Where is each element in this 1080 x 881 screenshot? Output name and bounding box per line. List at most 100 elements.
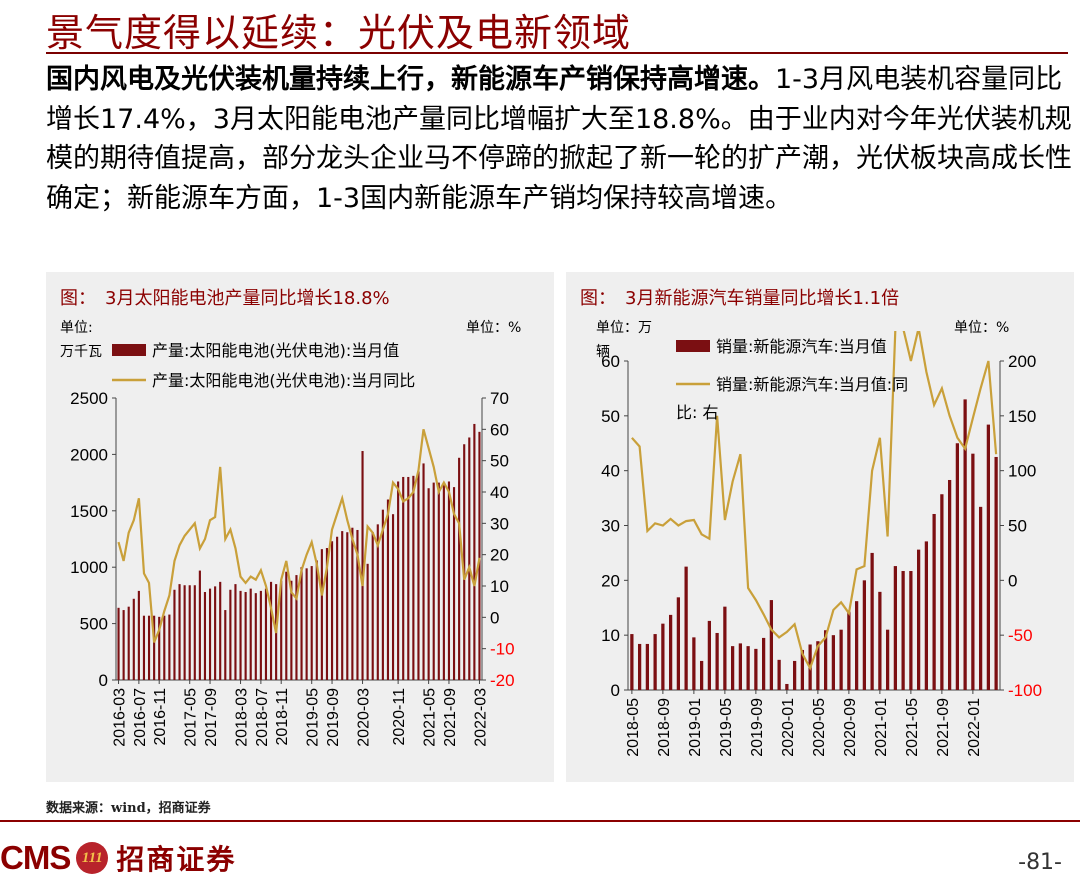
left-tick-label: 40: [601, 462, 620, 481]
bar: [437, 482, 440, 680]
bar: [269, 581, 273, 680]
bar: [320, 549, 323, 680]
bar: [963, 399, 967, 690]
bar: [336, 536, 339, 680]
bar: [668, 614, 673, 690]
bar: [422, 463, 425, 680]
bar: [940, 494, 944, 690]
series-line: [117, 429, 481, 643]
x-tick-label: 2021-09: [935, 698, 952, 757]
bar: [183, 585, 186, 680]
x-tick-label: 2019-09: [749, 698, 766, 757]
right-tick-label: -10: [490, 640, 515, 659]
right-tick-label: 0: [1008, 571, 1017, 590]
bar: [932, 513, 936, 690]
left-tick-label: 1000: [70, 558, 108, 577]
bar: [193, 585, 196, 680]
right-tick-label: 150: [1008, 407, 1036, 426]
bar: [310, 566, 313, 680]
bar: [478, 431, 481, 680]
bar: [147, 615, 151, 680]
bar: [971, 453, 975, 690]
x-tick-label: 2021-09: [442, 688, 459, 747]
bar: [412, 475, 415, 680]
x-tick-label: 2019-05: [718, 698, 735, 757]
bar: [198, 570, 201, 680]
bar: [769, 600, 774, 690]
bar: [447, 481, 451, 680]
bar: [823, 630, 828, 690]
bar: [361, 451, 364, 680]
bar: [137, 590, 140, 680]
left-tick-label: 10: [601, 626, 620, 645]
x-tick-label: 2016-03: [112, 688, 129, 747]
bar: [300, 567, 303, 680]
left-tick-label: 0: [99, 671, 108, 690]
bar: [754, 648, 758, 690]
bar: [142, 615, 146, 680]
bar: [785, 683, 789, 690]
right-tick-label: 40: [490, 483, 509, 502]
right-tick-label: -50: [1008, 626, 1033, 645]
bar: [168, 614, 171, 680]
footer-divider: [0, 820, 1080, 822]
left-unit-label: 单位:: [60, 320, 93, 336]
bar: [463, 444, 466, 680]
summary-lead: 国内风电及光伏装机量持续上行，新能源车产销保持高增速。: [46, 64, 775, 95]
bar: [800, 649, 805, 690]
bar: [371, 532, 374, 680]
x-tick-label: 2016-11: [152, 688, 169, 746]
logo-emblem-icon: 111: [76, 842, 109, 874]
left-unit-label-2: 万千瓦: [60, 344, 102, 360]
chart-title: 图： 3月太阳能电池产量同比增长18.8%: [60, 288, 390, 309]
bar: [692, 637, 696, 690]
x-tick-label: 2018-07: [254, 688, 271, 747]
right-tick-label: 70: [490, 389, 509, 408]
legend-bar-swatch: [112, 344, 146, 356]
bar: [158, 616, 161, 680]
right-tick-label: 50: [1008, 517, 1027, 536]
bar: [305, 568, 308, 680]
right-tick-label: 10: [490, 577, 509, 596]
x-tick-label: 2021-05: [422, 688, 439, 747]
right-unit-label: 单位：%: [466, 320, 521, 336]
bar: [295, 575, 298, 680]
bar: [356, 529, 359, 680]
right-tick-label: 50: [490, 452, 509, 471]
bar: [847, 611, 851, 690]
bar: [816, 641, 820, 690]
solar-cell-chart-panel: 图： 3月太阳能电池产量同比增长18.8% 单位: 万千瓦 单位：% 0 500 1000 1…: [46, 272, 554, 782]
x-tick-label: 2017-09: [203, 688, 220, 747]
chart-title: 图： 3月新能源汽车销量同比增长1.1倍: [580, 288, 899, 309]
bar: [290, 580, 293, 680]
bar: [978, 506, 983, 690]
bar: [254, 593, 257, 680]
bar: [315, 560, 318, 680]
x-tick-label: 2022-03: [472, 688, 489, 747]
bar: [391, 514, 395, 680]
bar: [330, 541, 334, 680]
left-tick-label: 2000: [70, 445, 108, 464]
x-tick-label: 2020-09: [842, 698, 859, 757]
bar: [715, 632, 719, 690]
x-tick-label: 2018-03: [234, 688, 251, 747]
bar: [653, 634, 657, 690]
legend-line-label: 产量:太阳能电池(光伏电池):当月同比: [152, 371, 415, 390]
bar: [878, 591, 882, 690]
right-tick-label: -100: [1008, 681, 1042, 700]
left-tick-label: 20: [601, 571, 620, 590]
solar-cell-chart: 图： 3月太阳能电池产量同比增长18.8% 单位: 万千瓦 单位：% 0 500 1000 1…: [60, 288, 521, 747]
cms-logo: CMS 111 招商证券: [0, 838, 236, 878]
left-tick-label: 30: [601, 517, 620, 536]
bar: [661, 623, 665, 690]
left-tick-label: 500: [80, 615, 108, 634]
x-tick-label: 2019-09: [325, 688, 342, 747]
bar: [178, 584, 181, 680]
bar: [730, 646, 735, 690]
right-tick-label: 100: [1008, 462, 1036, 481]
bar: [346, 532, 349, 680]
bar: [854, 601, 859, 690]
bar: [407, 476, 410, 680]
bar: [761, 637, 766, 690]
bar: [122, 610, 125, 680]
